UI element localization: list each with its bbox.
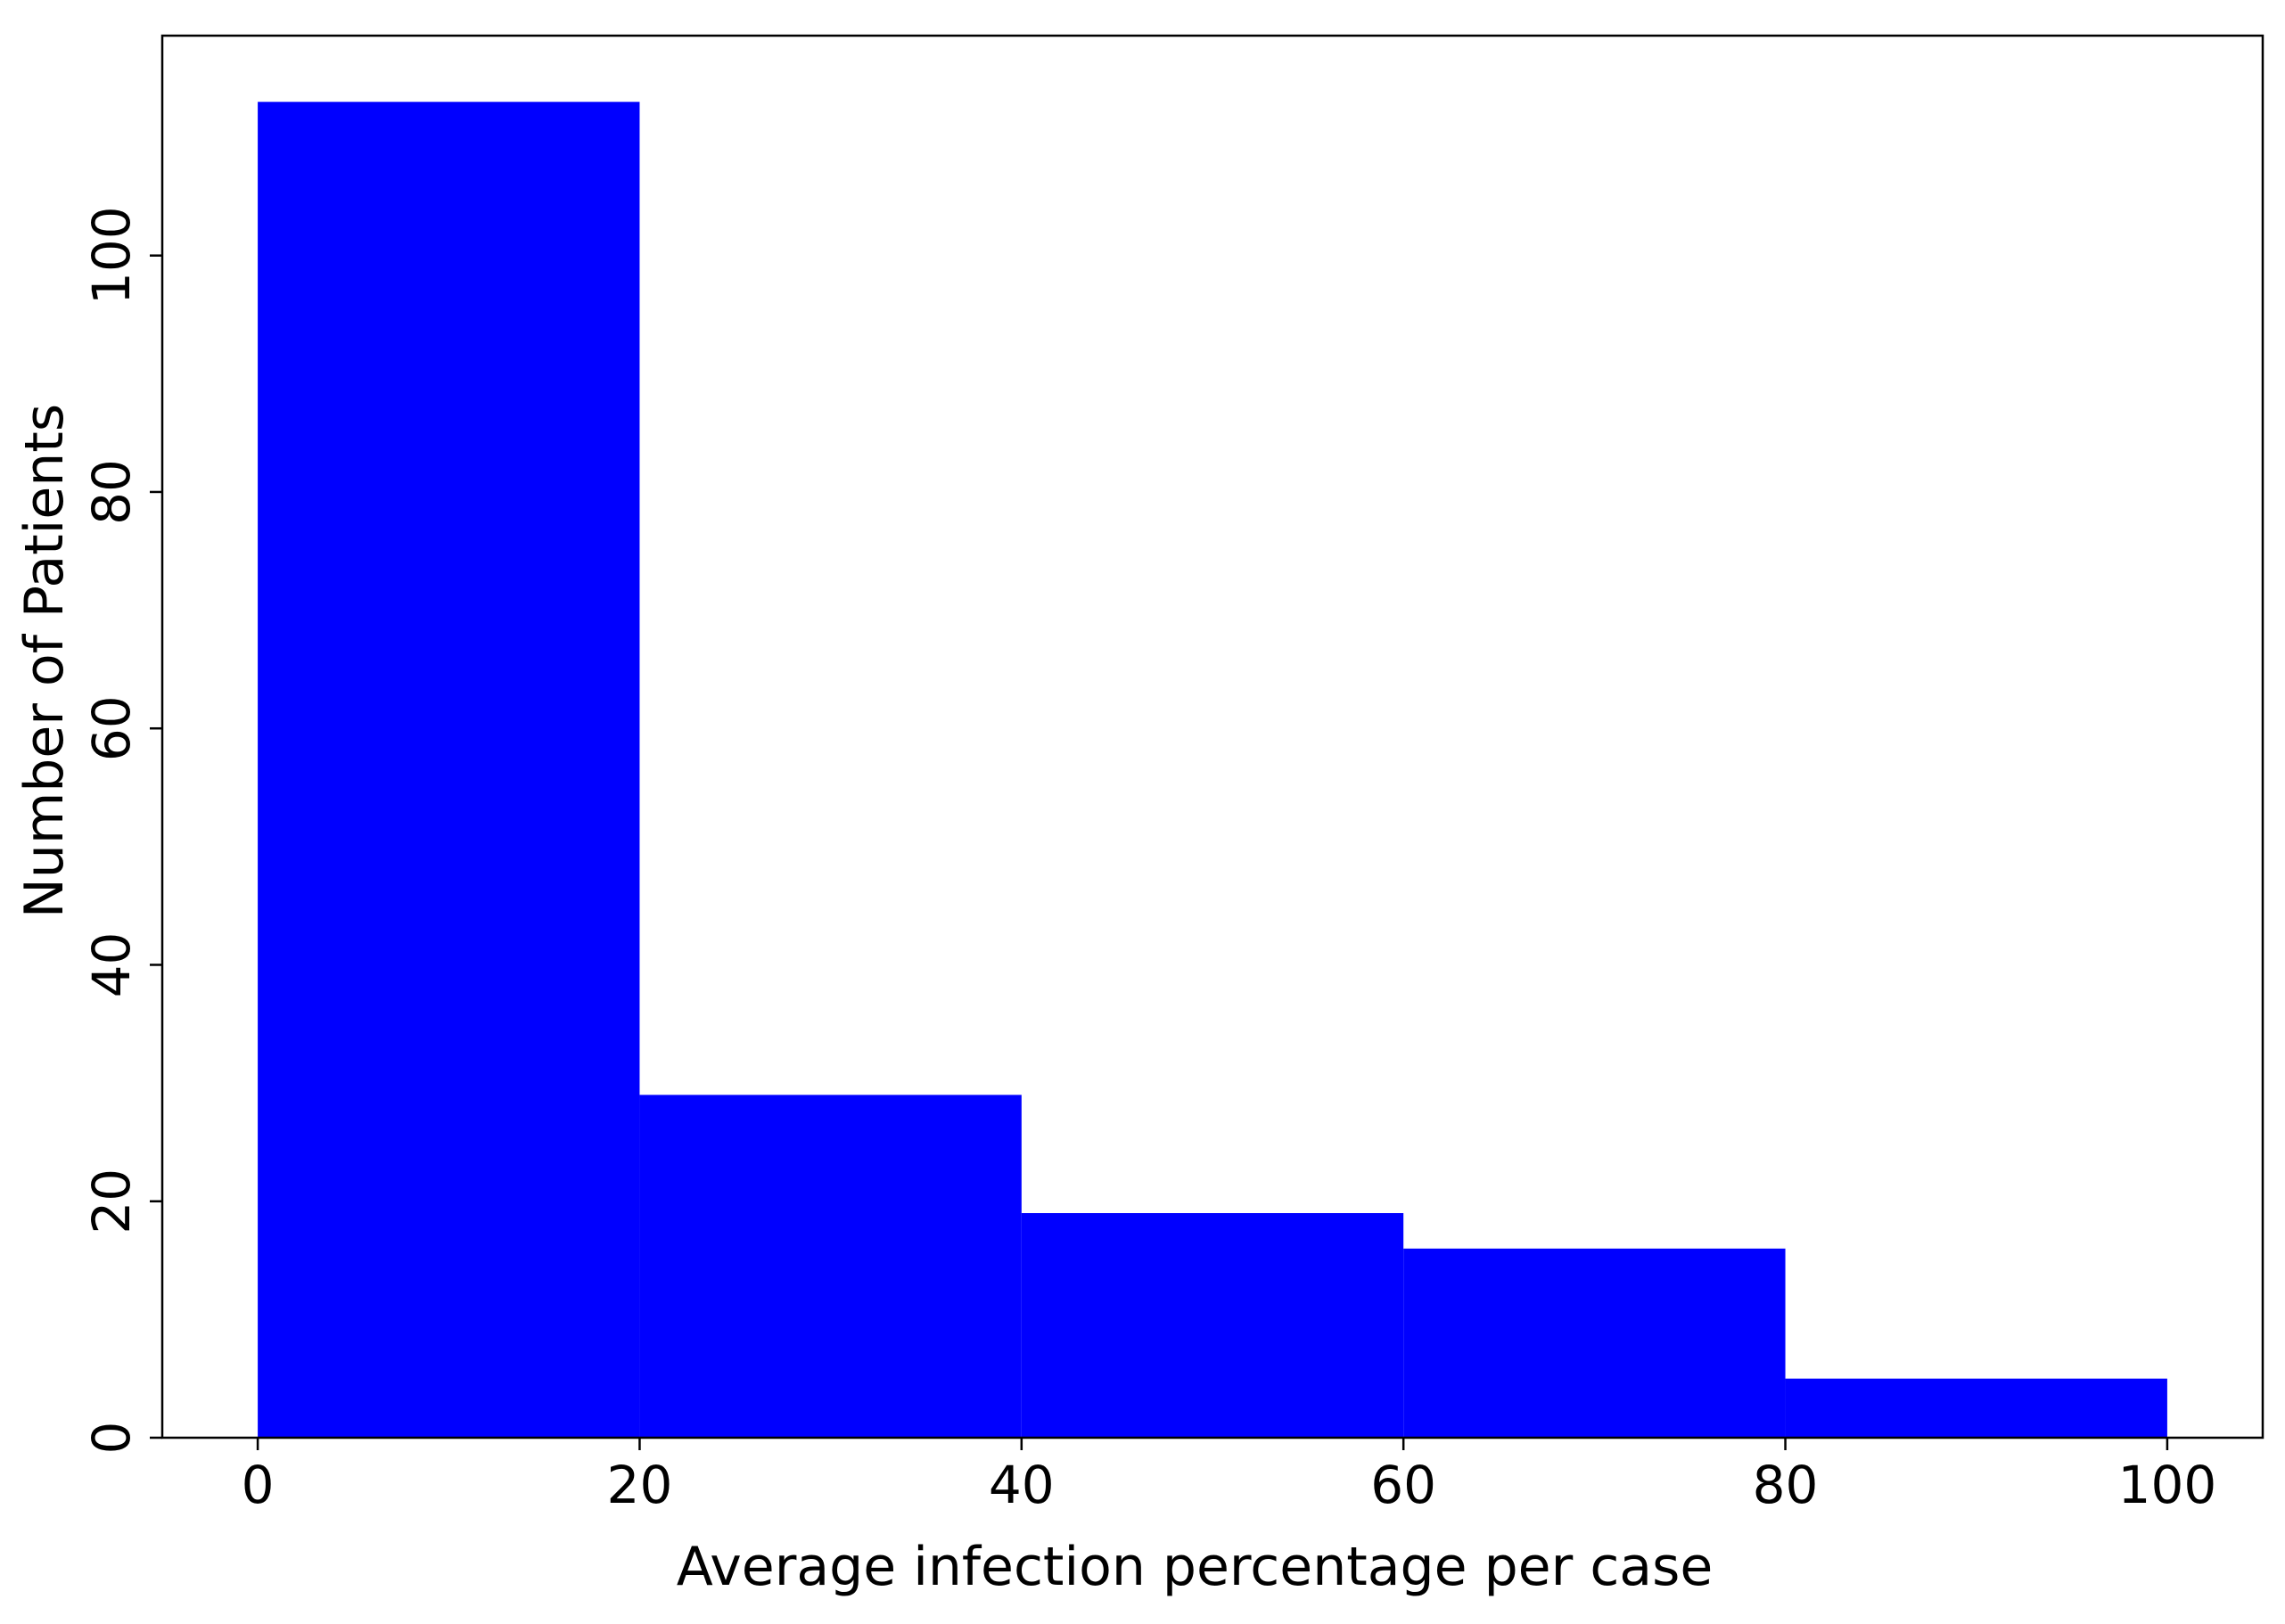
- y-tick-label-3: 60: [81, 695, 142, 761]
- x-tick-label-5: 100: [2118, 1455, 2217, 1515]
- x-axis-ticks: 0 20 40 60 80 100: [242, 1438, 2217, 1515]
- x-tick-label-0: 0: [242, 1455, 275, 1515]
- y-axis-ticks: 0 20 40 60 80 100: [81, 206, 162, 1454]
- histogram-bar-0: [258, 102, 640, 1438]
- y-tick-label-5: 100: [81, 206, 142, 305]
- x-axis-title: Average infection percentage per case: [677, 1536, 1714, 1598]
- x-tick-label-3: 60: [1370, 1455, 1436, 1515]
- histogram-bar-3: [1403, 1248, 1786, 1438]
- y-tick-label-2: 40: [81, 932, 142, 998]
- y-tick-label-1: 20: [81, 1169, 142, 1234]
- histogram-bar-4: [1785, 1378, 2167, 1438]
- bars-layer: [258, 102, 2167, 1438]
- y-axis-title: Number of Patients: [13, 404, 76, 918]
- plot-frame: [160, 34, 2264, 1439]
- y-tick-label-4: 80: [81, 459, 142, 525]
- histogram-bar-1: [639, 1095, 1022, 1438]
- y-tick-label-0: 0: [81, 1422, 142, 1455]
- x-tick-label-4: 80: [1753, 1455, 1819, 1515]
- histogram-bar-2: [1021, 1213, 1404, 1438]
- x-tick-label-2: 40: [989, 1455, 1055, 1515]
- x-tick-label-1: 20: [607, 1455, 673, 1515]
